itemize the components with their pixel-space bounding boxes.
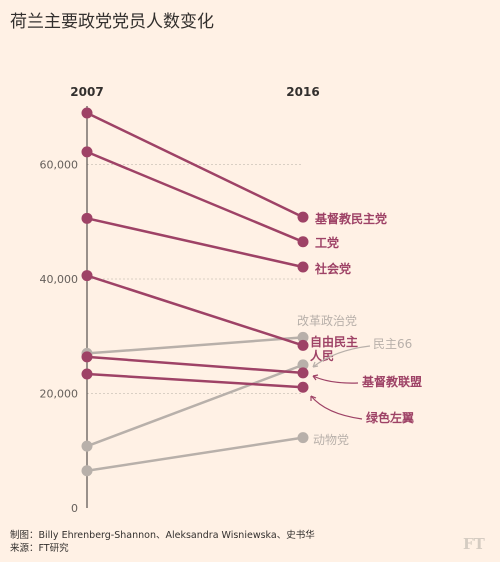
series-2-line: [86, 217, 304, 269]
label-series-3-cont: 人民: [310, 348, 334, 363]
series-5-point-2007: [81, 368, 93, 380]
arrowhead-christen-unie: [312, 374, 319, 381]
arrowhead-groenlinks: [310, 395, 317, 401]
series-2-point-2007: [81, 212, 93, 224]
series-4-point-2016: [297, 367, 309, 379]
series-4-point-2007: [81, 351, 93, 363]
series-0-point-2007: [81, 107, 93, 119]
series-6-point-2016: [297, 331, 309, 343]
arrow-d66: [312, 345, 371, 368]
series-1-point-2007: [81, 146, 93, 158]
y-tick-60000: 60,000: [40, 159, 79, 172]
series-6-line: [86, 336, 304, 355]
label-series-4: 基督教联盟: [361, 374, 422, 389]
label-series-3: 自由民主: [310, 334, 358, 349]
x-label-2007: 2007: [70, 85, 103, 99]
y-tick-20000: 20,000: [40, 388, 79, 401]
series-lines: [81, 107, 309, 477]
series-7-line: [86, 363, 304, 448]
y-tick-40000: 40,000: [40, 273, 79, 286]
series-0-line: [86, 111, 304, 219]
series-8-line: [86, 436, 304, 473]
series-5-line: [86, 372, 304, 389]
footer-source: 来源：FT研究: [10, 542, 69, 554]
label-series-8: 动物党: [313, 432, 349, 447]
series-5-point-2016: [297, 381, 309, 393]
series-8-point-2007: [81, 465, 93, 477]
x-label-2016: 2016: [286, 85, 319, 99]
series-1-line: [86, 150, 304, 243]
label-series-2: 社会党: [314, 261, 351, 276]
axis: 2007 2016 0 20,000 40,000 60,000: [40, 85, 320, 515]
arrowhead-d66: [312, 361, 319, 368]
series-3-point-2016: [297, 339, 309, 351]
series-2-point-2016: [297, 261, 309, 273]
arrow-groenlinks: [310, 395, 363, 420]
series-1-point-2016: [297, 236, 309, 248]
series-8-point-2016: [297, 432, 309, 444]
series-4-line: [86, 355, 304, 375]
series-7-point-2016: [297, 359, 309, 371]
footer-credit: 制图：Billy Ehrenberg-Shannon、Aleksandra Wi…: [10, 529, 315, 541]
series-0-point-2016: [297, 211, 309, 223]
label-arrows: [310, 345, 371, 420]
chart-title: 荷兰主要政党党员人数变化: [10, 12, 214, 32]
label-series-6: 改革政治党: [297, 313, 357, 328]
label-series-7: 民主66: [373, 337, 412, 351]
series-7-point-2007: [81, 440, 93, 452]
label-series-0: 基督教民主党: [314, 211, 387, 226]
arrow-christen-unie: [312, 375, 359, 384]
series-3-point-2007: [81, 270, 93, 282]
label-series-5: 绿色左翼: [366, 410, 414, 425]
series-3-line: [86, 274, 304, 347]
label-series-1: 工党: [315, 235, 339, 250]
y-tick-0: 0: [71, 502, 78, 515]
ft-logo: FT: [463, 535, 486, 553]
